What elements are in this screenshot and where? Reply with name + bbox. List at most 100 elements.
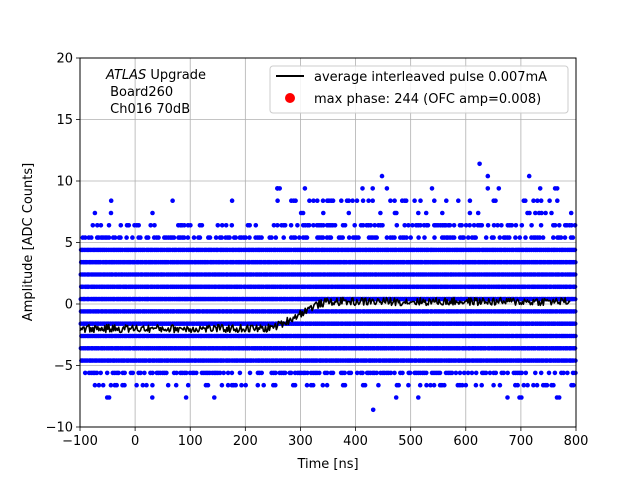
sample-point [573, 370, 578, 376]
sample-point [463, 382, 469, 388]
sample-point [150, 395, 155, 400]
sample-point [424, 382, 429, 388]
sample-point [324, 370, 330, 376]
sample-point [495, 223, 500, 228]
sample-point [396, 382, 402, 388]
sample-point [233, 235, 238, 240]
sample-point [537, 235, 542, 240]
sample-point [184, 370, 189, 376]
sample-point [431, 382, 437, 388]
sample-point [440, 210, 445, 216]
sample-point [330, 370, 336, 376]
sample-point [533, 370, 538, 376]
sample-point [407, 370, 413, 376]
sample-point [173, 382, 179, 388]
sample-point [300, 210, 306, 216]
sample-point [140, 382, 146, 388]
sample-point [243, 382, 248, 388]
sample-point [269, 235, 274, 240]
sample-point [517, 235, 523, 240]
sample-point [253, 223, 259, 228]
sample-point [320, 198, 326, 203]
sample-point [497, 235, 503, 240]
sample-point [165, 382, 171, 388]
sample-point [394, 210, 399, 216]
sample-point [374, 235, 380, 240]
sample-point [114, 382, 119, 388]
sample-point [491, 382, 496, 388]
sample-point [394, 223, 400, 228]
sample-point [467, 198, 473, 203]
sample-point [273, 370, 278, 376]
sample-point [406, 223, 411, 228]
sample-point [255, 382, 261, 388]
sample-point [537, 186, 543, 191]
sample-point [531, 198, 536, 203]
sample-point [130, 370, 136, 376]
sample-point [573, 358, 578, 363]
sample-point [459, 223, 465, 228]
sample-point [247, 223, 252, 228]
sample-point [493, 370, 499, 376]
sample-point [95, 223, 100, 228]
sample-point [348, 370, 354, 376]
sample-point [393, 395, 399, 400]
sample-point [239, 382, 244, 388]
legend: average interleaved pulse 0.007mA max ph… [269, 65, 569, 114]
sample-point [569, 223, 574, 228]
x-tick-label: 600 [453, 434, 478, 449]
sample-point [92, 382, 98, 388]
sample-point [479, 382, 485, 388]
sample-point [475, 210, 481, 216]
x-tick-label: 100 [178, 434, 203, 449]
sample-point [534, 382, 540, 388]
sample-point [380, 223, 385, 228]
sample-point [138, 370, 143, 376]
sample-point [182, 223, 187, 228]
sample-point [122, 382, 127, 388]
sample-point [342, 370, 348, 376]
legend-marker-swatch [285, 93, 295, 103]
sample-point [185, 235, 191, 240]
y-tick-label: 15 [56, 113, 73, 128]
sample-point [215, 223, 221, 228]
sample-point [523, 235, 528, 240]
sample-point [505, 395, 510, 400]
sample-point [473, 370, 479, 376]
sample-point [340, 235, 346, 240]
sample-point [561, 370, 566, 376]
x-tick-label: 800 [564, 434, 589, 449]
sample-point [549, 210, 554, 216]
sample-point [306, 223, 312, 228]
sample-point [479, 223, 485, 228]
sample-point [346, 210, 352, 216]
average-pulse-polyline [79, 296, 571, 334]
sample-point [142, 370, 147, 376]
sample-point [535, 198, 540, 203]
sample-point [432, 198, 437, 203]
sample-point [354, 198, 360, 203]
sample-point [449, 370, 455, 376]
sample-point [370, 186, 376, 191]
sample-point [328, 235, 334, 240]
sample-point [388, 370, 394, 376]
sample-point [118, 223, 124, 228]
sample-point [362, 382, 368, 388]
sample-point [233, 382, 238, 388]
sample-point [552, 370, 558, 376]
sample-point [297, 235, 302, 240]
sample-point [572, 247, 578, 253]
sample-point [156, 235, 161, 240]
sample-point [191, 235, 197, 240]
sample-point [416, 210, 421, 216]
sample-point [293, 198, 298, 203]
sample-point [352, 223, 358, 228]
sample-point [164, 370, 169, 376]
sample-point [152, 223, 157, 228]
sample-point [360, 223, 366, 228]
sample-point [317, 370, 322, 376]
y-tick-label: −10 [46, 421, 73, 436]
sample-point [330, 198, 336, 203]
sample-point [573, 259, 578, 265]
sample-point [275, 186, 280, 191]
